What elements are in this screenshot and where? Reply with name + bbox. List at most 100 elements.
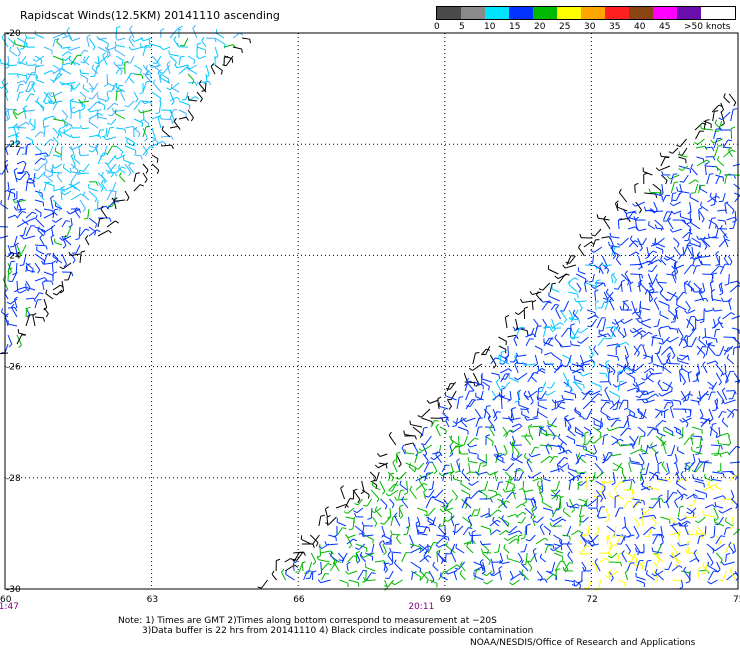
wind-barb [573,378,583,392]
wind-barb-flag [641,452,647,455]
wind-barb-shaft [27,269,36,273]
wind-barb [640,444,649,455]
wind-barb [568,291,579,299]
wind-barb-flag [715,360,719,365]
wind-barb-flag [516,467,521,470]
wind-barb-shaft [548,444,560,448]
wind-barb [90,64,99,77]
wind-barb-flag [547,301,552,304]
wind-barb [16,198,24,210]
wind-barb-shaft [645,209,655,212]
wind-barb [12,262,18,276]
wind-barb [572,309,579,320]
wind-barb-flag [348,528,354,531]
wind-barb-flag [628,460,633,464]
wind-barb-shaft [15,43,27,48]
wind-barb-flag [113,197,118,201]
wind-barb [404,442,416,447]
wind-barb [574,427,585,437]
wind-barb-shaft [126,142,135,147]
wind-barb [635,300,642,314]
wind-barb-shaft [518,309,525,315]
wind-barb-shaft [117,37,126,41]
wind-barb-flag [17,255,22,259]
wind-barb [653,318,661,328]
wind-barb-flag [661,442,664,447]
wind-barb-shaft [551,494,559,500]
wind-barb-shaft [590,318,597,328]
wind-barb-flag [682,381,686,386]
wind-barb-shaft [687,309,696,314]
wind-barb [115,26,121,39]
wind-barb-flag [105,169,110,173]
wind-barb [511,440,517,455]
wind-barb-flag [1,78,5,83]
wind-barb-flag [28,118,32,123]
wind-barb-shaft [115,91,118,102]
wind-barb-shaft [340,488,346,500]
wind-barb [5,109,10,120]
wind-barb [598,318,607,332]
wind-barb-flag [691,256,695,260]
wind-barb-shaft [725,201,735,211]
wind-barb [74,207,81,219]
wind-barb [611,247,621,257]
wind-barb-shaft [509,390,512,400]
wind-barb-flag [39,292,44,295]
wind-barb-flag [385,464,388,469]
wind-barb-shaft [475,396,484,401]
wind-barb [663,211,671,221]
wind-barb [700,201,709,212]
wind-barb-shaft [691,450,703,455]
wind-barb [52,127,60,139]
wind-barb-flag [584,431,589,434]
wind-barb [715,174,725,182]
colorbar-swatch [557,7,581,19]
wind-barb-shaft [644,507,652,514]
wind-barb-flag [679,505,684,508]
wind-barb-flag [60,284,64,288]
wind-barb [148,63,162,68]
wind-barb [16,55,27,65]
wind-barb [524,507,533,519]
wind-barb-shaft [620,237,629,246]
wind-barb-flag [103,84,108,87]
wind-barb-shaft [652,498,660,509]
wind-barb-shaft [514,364,519,374]
wind-barb [7,320,18,327]
wind-barb [348,516,355,531]
wind-barb-flag [91,64,95,69]
wind-barb-flag [620,320,625,324]
wind-barb-flag [40,131,45,134]
wind-barb [114,41,126,48]
wind-barb [441,464,450,473]
wind-barb-flag [51,70,55,74]
wind-barb-shaft [620,281,623,293]
wind-barb [587,314,599,320]
wind-barb [9,46,18,57]
wind-barb [623,399,629,411]
wind-barb-flag [514,312,519,315]
wind-barb-shaft [590,381,602,388]
wind-barb-flag [554,334,558,339]
wind-barb-flag [533,520,538,524]
wind-barb [597,337,608,347]
wind-barb [710,265,724,275]
wind-barb [439,516,445,527]
wind-barb-flag [504,433,509,438]
wind-barb [430,417,444,423]
wind-barb [484,426,496,432]
wind-barb-flag [557,464,562,468]
wind-barb [709,192,718,203]
wind-barb [13,296,18,309]
wind-barb-shaft [649,255,657,263]
wind-barb-flag [643,355,647,360]
wind-barb-flag [679,419,683,423]
wind-barb-shaft [36,100,45,111]
wind-barb-flag [5,118,10,122]
wind-barb-flag [712,504,716,508]
wind-barb-flag [171,101,175,106]
wind-barb [500,395,506,410]
wind-barb [538,426,545,437]
wind-barb [318,514,325,527]
